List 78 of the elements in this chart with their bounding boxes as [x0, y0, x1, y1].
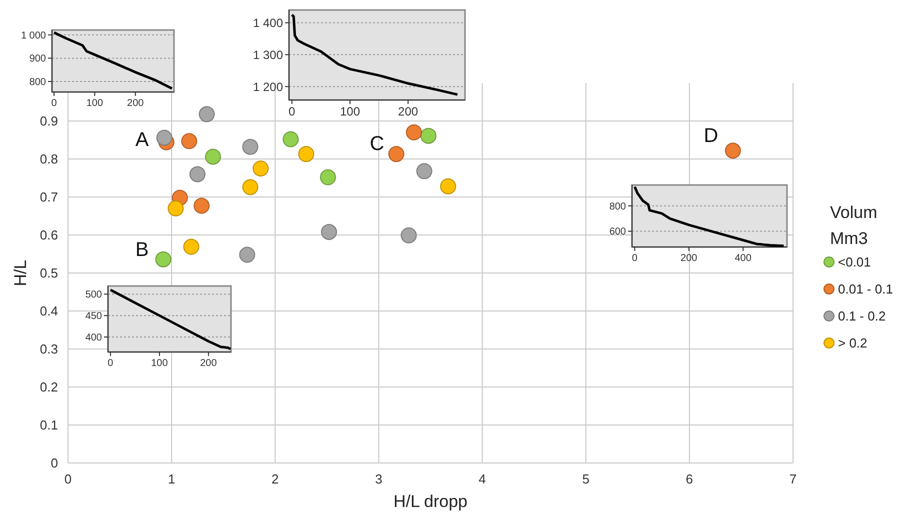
- point: [189, 166, 206, 182]
- y-axis-title: H/L: [11, 260, 30, 286]
- y-tick-label: 600: [609, 226, 626, 238]
- point: [252, 160, 269, 176]
- point: [282, 131, 299, 148]
- point: [239, 246, 256, 263]
- y-tick-label: 500: [85, 290, 102, 301]
- y-tick-label: 0.2: [40, 380, 58, 395]
- x-tick-label: 200: [398, 104, 418, 119]
- point: [181, 133, 198, 150]
- line-series: [52, 31, 174, 90]
- point: [388, 146, 404, 162]
- point: [400, 227, 417, 244]
- y-tick-label: 0.9: [40, 114, 58, 129]
- x-tick-label: 7: [789, 471, 797, 486]
- x-tick-label: 100: [340, 104, 360, 119]
- y-tick-label: 0.7: [40, 190, 58, 205]
- point: [320, 169, 336, 186]
- y-tick-label: 1 200: [252, 80, 284, 94]
- y-tick-label: 0.1: [40, 418, 58, 433]
- x-tick-label: 0: [64, 471, 72, 486]
- point: [406, 124, 422, 140]
- point: [242, 138, 258, 155]
- point: [298, 146, 314, 162]
- point: [420, 128, 436, 144]
- point: [198, 106, 215, 122]
- annotation: D: [704, 125, 718, 147]
- x-tick-label: 4: [478, 471, 486, 486]
- legend-label: 0.01 - 0.1: [838, 282, 893, 297]
- y-tick-label: 0.6: [40, 228, 58, 243]
- x-tick-label: 2: [272, 471, 279, 486]
- point: [321, 224, 337, 240]
- point: [440, 178, 456, 194]
- x-tick-label: 1: [168, 471, 176, 486]
- x-tick-label: 200: [200, 358, 218, 369]
- y-tick-label: 800: [609, 201, 626, 212]
- y-tick-label: 800: [29, 77, 46, 88]
- point: [724, 142, 741, 159]
- y-tick-label: 0.3: [40, 342, 58, 357]
- y-tick-label: 1 300: [252, 48, 284, 62]
- point: [205, 148, 221, 165]
- legend-label: 0.1 - 0.2: [838, 308, 886, 324]
- point: [156, 130, 172, 146]
- x-tick-label: 0: [108, 358, 114, 369]
- y-tick-label: 1 000: [20, 30, 46, 42]
- x-axis-title: H/L dropp: [393, 492, 468, 511]
- y-tick-label: 0.8: [40, 152, 58, 167]
- annotation: B: [135, 239, 149, 261]
- legend-label: <0.01: [838, 254, 871, 270]
- y-tick-label: 900: [29, 54, 46, 65]
- x-tick-label: 200: [680, 253, 698, 264]
- y-tick-label: 0: [50, 456, 58, 471]
- point: [194, 198, 210, 214]
- legend-title: Volum Mm3: [830, 203, 878, 248]
- point: [183, 238, 200, 255]
- y-tick-label: 400: [85, 332, 102, 344]
- line-series: [290, 14, 459, 96]
- y-tick-label: 0.4: [40, 304, 58, 319]
- x-tick-label: 0: [288, 104, 296, 119]
- point: [155, 251, 172, 268]
- y-tick-label: 450: [85, 311, 102, 322]
- legend-label: > 0.2: [838, 336, 868, 351]
- x-tick-label: 5: [582, 471, 590, 486]
- point: [168, 200, 184, 216]
- x-tick-label: 0: [632, 253, 638, 264]
- annotation: A: [135, 129, 150, 151]
- y-tick-label: 0.5: [40, 266, 58, 281]
- x-tick-label: 100: [86, 98, 104, 109]
- x-tick-label: 3: [375, 471, 382, 486]
- annotation: C: [370, 133, 384, 155]
- y-tick-label: 1 400: [252, 16, 284, 30]
- point: [416, 163, 432, 180]
- x-tick-label: 200: [127, 98, 144, 109]
- line-series: [633, 186, 785, 248]
- x-tick-label: 6: [686, 471, 694, 486]
- point: [242, 179, 258, 196]
- x-tick-label: 400: [734, 253, 752, 264]
- x-tick-label: 100: [151, 358, 168, 369]
